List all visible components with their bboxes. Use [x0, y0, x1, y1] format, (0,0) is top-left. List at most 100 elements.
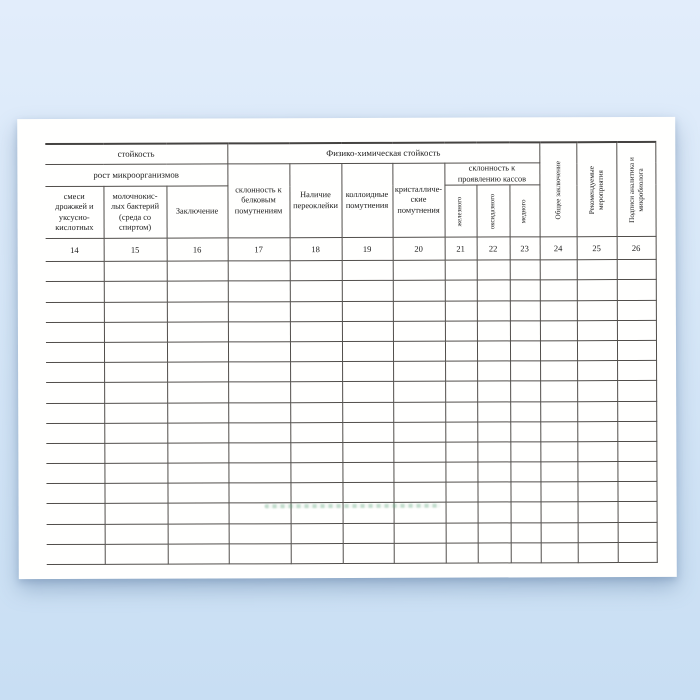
empty-cell — [617, 542, 657, 563]
empty-cell — [342, 361, 394, 382]
empty-cell — [577, 380, 618, 402]
table-row — [46, 481, 657, 504]
empty-cell — [509, 320, 540, 341]
empty-cell — [289, 280, 342, 302]
empty-cell — [476, 300, 510, 321]
empty-cell — [167, 483, 229, 504]
empty-cell — [617, 421, 657, 442]
empty-cell — [228, 422, 291, 443]
empty-cell — [392, 300, 445, 322]
empty-cell — [540, 441, 578, 462]
header-col-17: склонность к белковым помутнениям — [227, 163, 290, 239]
empty-cell — [510, 421, 541, 442]
column-numbers-row: 14 15 16 17 18 19 20 21 22 23 24 25 26 — [45, 236, 656, 262]
empty-cell — [576, 259, 617, 281]
empty-cell — [393, 482, 446, 503]
empty-cell — [444, 280, 477, 301]
empty-cell — [393, 462, 446, 483]
empty-cell — [228, 543, 291, 564]
empty-cell — [392, 280, 445, 301]
empty-cell — [539, 340, 578, 361]
empty-cell — [342, 462, 394, 483]
empty-cell — [510, 502, 541, 523]
empty-cell — [104, 402, 168, 424]
empty-cell — [289, 321, 342, 342]
header-col-23: медного — [509, 185, 540, 238]
empty-cell — [228, 382, 291, 403]
empty-cell — [617, 400, 657, 422]
empty-cell — [290, 361, 343, 383]
empty-cell — [341, 280, 393, 302]
table-row — [46, 400, 657, 424]
empty-cell — [510, 441, 541, 462]
empty-cell — [445, 361, 478, 382]
empty-cell — [104, 382, 168, 403]
column-number-20: 20 — [392, 237, 445, 261]
empty-cell — [227, 281, 290, 302]
empty-cell — [289, 301, 342, 322]
empty-cell — [445, 441, 478, 463]
empty-cell — [540, 401, 578, 422]
empty-cell — [167, 382, 229, 403]
empty-cell — [342, 422, 394, 443]
empty-cell — [617, 380, 657, 402]
empty-cell — [539, 259, 577, 281]
empty-cell — [576, 320, 617, 341]
empty-cell — [540, 481, 578, 503]
empty-cell — [104, 463, 168, 484]
column-number-17: 17 — [227, 237, 290, 262]
empty-cell — [477, 381, 511, 402]
table-row — [46, 441, 657, 464]
empty-cell — [46, 362, 105, 383]
empty-cell — [227, 260, 290, 282]
empty-cell — [577, 501, 618, 523]
empty-cell — [46, 544, 105, 565]
table-row — [46, 380, 657, 404]
empty-cell — [616, 299, 656, 321]
empty-cell — [228, 482, 291, 504]
empty-cell — [616, 259, 656, 280]
header-col-24: Общее заключение — [539, 142, 577, 238]
empty-cell — [290, 422, 343, 443]
header-col-25-label: Рекомендуемые мероприятия — [587, 165, 605, 214]
table-row — [45, 259, 656, 282]
empty-cell — [445, 542, 478, 564]
column-number-16: 16 — [166, 238, 228, 262]
empty-cell — [290, 543, 343, 564]
empty-cell — [392, 260, 445, 281]
empty-cell — [576, 279, 617, 301]
empty-cell — [444, 300, 477, 321]
table-row — [45, 320, 656, 343]
empty-cell — [167, 503, 229, 524]
empty-cell — [477, 361, 511, 382]
empty-cell — [341, 260, 393, 281]
empty-cell — [341, 341, 394, 362]
empty-cell — [509, 340, 541, 362]
empty-cell — [341, 300, 393, 322]
empty-cell — [289, 260, 342, 282]
header-col-23-label: медного — [520, 199, 528, 223]
empty-cell — [393, 381, 446, 402]
empty-cell — [289, 341, 343, 362]
empty-cell — [45, 342, 105, 363]
table-row — [46, 360, 657, 383]
empty-cell — [444, 260, 477, 281]
empty-cell — [539, 320, 577, 341]
empty-cell — [577, 421, 618, 442]
empty-cell — [167, 523, 229, 544]
empty-cell — [577, 461, 618, 482]
empty-cell — [104, 443, 168, 464]
empty-cell — [616, 320, 656, 341]
empty-cell — [46, 523, 105, 545]
empty-cell — [166, 321, 228, 343]
header-col-20: кристалличе- ские помутнения — [392, 163, 445, 238]
empty-cell — [104, 483, 168, 504]
empty-cell — [166, 341, 229, 363]
empty-cell — [510, 401, 541, 422]
column-number-19: 19 — [341, 237, 393, 261]
empty-cell — [393, 401, 446, 423]
journal-page: стойкость Физико-химическая стойкость Об… — [17, 116, 677, 580]
empty-cell — [477, 542, 511, 564]
empty-cell — [616, 340, 657, 361]
table-row — [45, 279, 656, 303]
